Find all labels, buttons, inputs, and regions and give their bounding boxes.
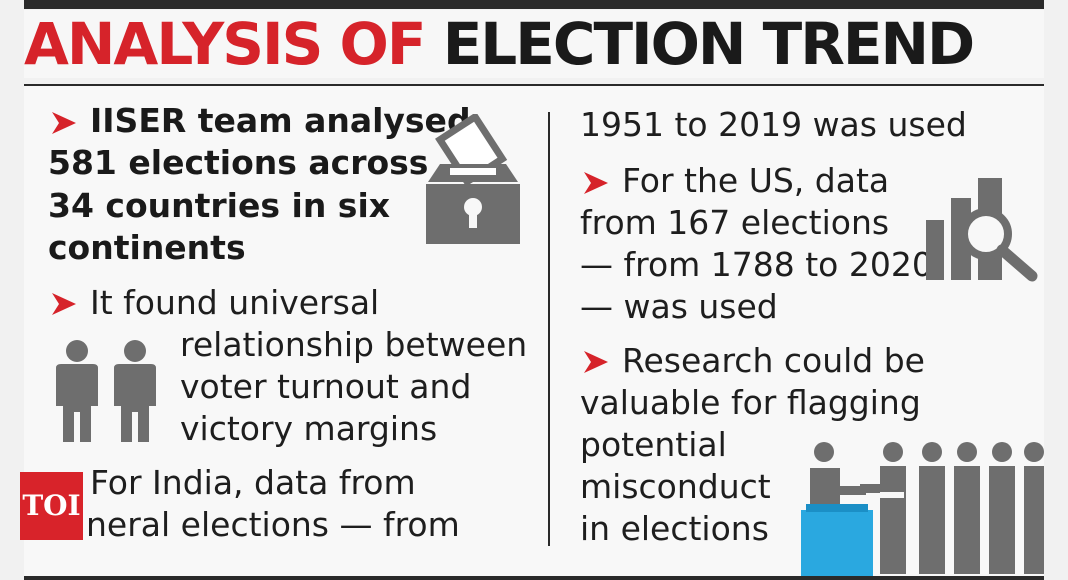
point3-line3: 1951 to 2019 was used	[580, 105, 967, 144]
column-divider	[548, 112, 550, 546]
point2-line3: voter turnout and	[180, 367, 472, 406]
top-rule	[24, 0, 1044, 9]
people-pair-icon	[56, 340, 156, 442]
point5-line4: misconduct	[580, 467, 771, 506]
point1-line3: 34 countries in six	[48, 186, 391, 225]
bullet-arrow-icon	[52, 293, 76, 315]
point1-line1: IISER team analysed	[90, 101, 471, 140]
headline-part-dark: ELECTION TREND	[442, 10, 975, 78]
point3-line2: neral elections — from	[86, 505, 460, 544]
toi-badge: TOI	[20, 472, 83, 540]
point4-line1: For the US, data	[622, 161, 890, 200]
point5-line2: valuable for flagging	[580, 383, 921, 422]
ballot-box-icon	[426, 114, 520, 244]
point2-line4: victory margins	[180, 409, 438, 448]
point1-line4: continents	[48, 228, 246, 267]
point5-line3: potential	[580, 425, 727, 464]
bullet-arrow-icon	[584, 351, 608, 373]
content-panel	[24, 84, 1044, 580]
point5-line5: in elections	[580, 509, 769, 548]
voters-queue-icon	[801, 442, 1044, 576]
point5-line1: Research could be	[622, 341, 925, 380]
bullet-arrow-icon	[584, 172, 608, 194]
point3-line1: For India, data from	[90, 463, 416, 502]
point4-line3: — from 1788 to 2020	[580, 245, 933, 284]
point4-line4: — was used	[580, 287, 778, 326]
point1-line2: 581 elections across	[48, 143, 429, 182]
point2-line1: It found universal	[90, 283, 380, 322]
headline-part-red: ANALYSIS OF	[24, 10, 426, 78]
headline: ANALYSIS OF ELECTION TREND	[24, 10, 1044, 78]
point4-line2: from 167 elections	[580, 203, 890, 242]
bar-chart-magnifier-icon	[926, 178, 1038, 282]
bullet-arrow-icon	[52, 112, 76, 134]
point2-line2: relationship between	[180, 325, 528, 364]
